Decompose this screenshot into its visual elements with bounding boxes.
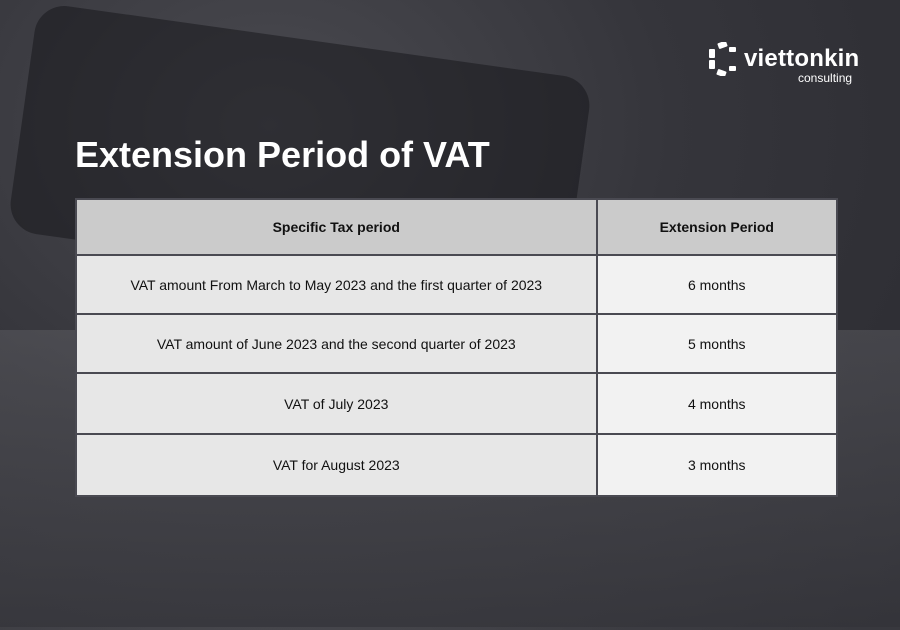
table-row: VAT amount of June 2023 and the second q… <box>75 313 839 374</box>
table-header-row: Specific Tax period Extension Period <box>75 198 839 256</box>
extension-period-cell: 6 months <box>595 254 839 315</box>
extension-period-cell: 5 months <box>595 313 839 374</box>
table-row: VAT of July 2023 4 months <box>75 372 839 435</box>
page-title: Extension Period of VAT <box>75 134 490 175</box>
logo-mark-icon <box>709 42 736 76</box>
extension-period-cell: 3 months <box>595 433 839 497</box>
table-row: VAT amount From March to May 2023 and th… <box>75 254 839 315</box>
table-row: VAT for August 2023 3 months <box>75 433 839 497</box>
extension-period-cell: 4 months <box>595 372 839 435</box>
brand-tagline: consulting <box>798 71 853 85</box>
column-header: Specific Tax period <box>75 198 598 256</box>
column-header: Extension Period <box>595 198 839 256</box>
tax-period-cell: VAT for August 2023 <box>75 433 598 497</box>
tax-period-cell: VAT amount From March to May 2023 and th… <box>75 254 598 315</box>
brand-name: viettonkin <box>744 45 860 72</box>
vat-extension-table: Specific Tax period Extension Period VAT… <box>75 198 839 497</box>
tax-period-cell: VAT of July 2023 <box>75 372 598 435</box>
tax-period-cell: VAT amount of June 2023 and the second q… <box>75 313 598 374</box>
